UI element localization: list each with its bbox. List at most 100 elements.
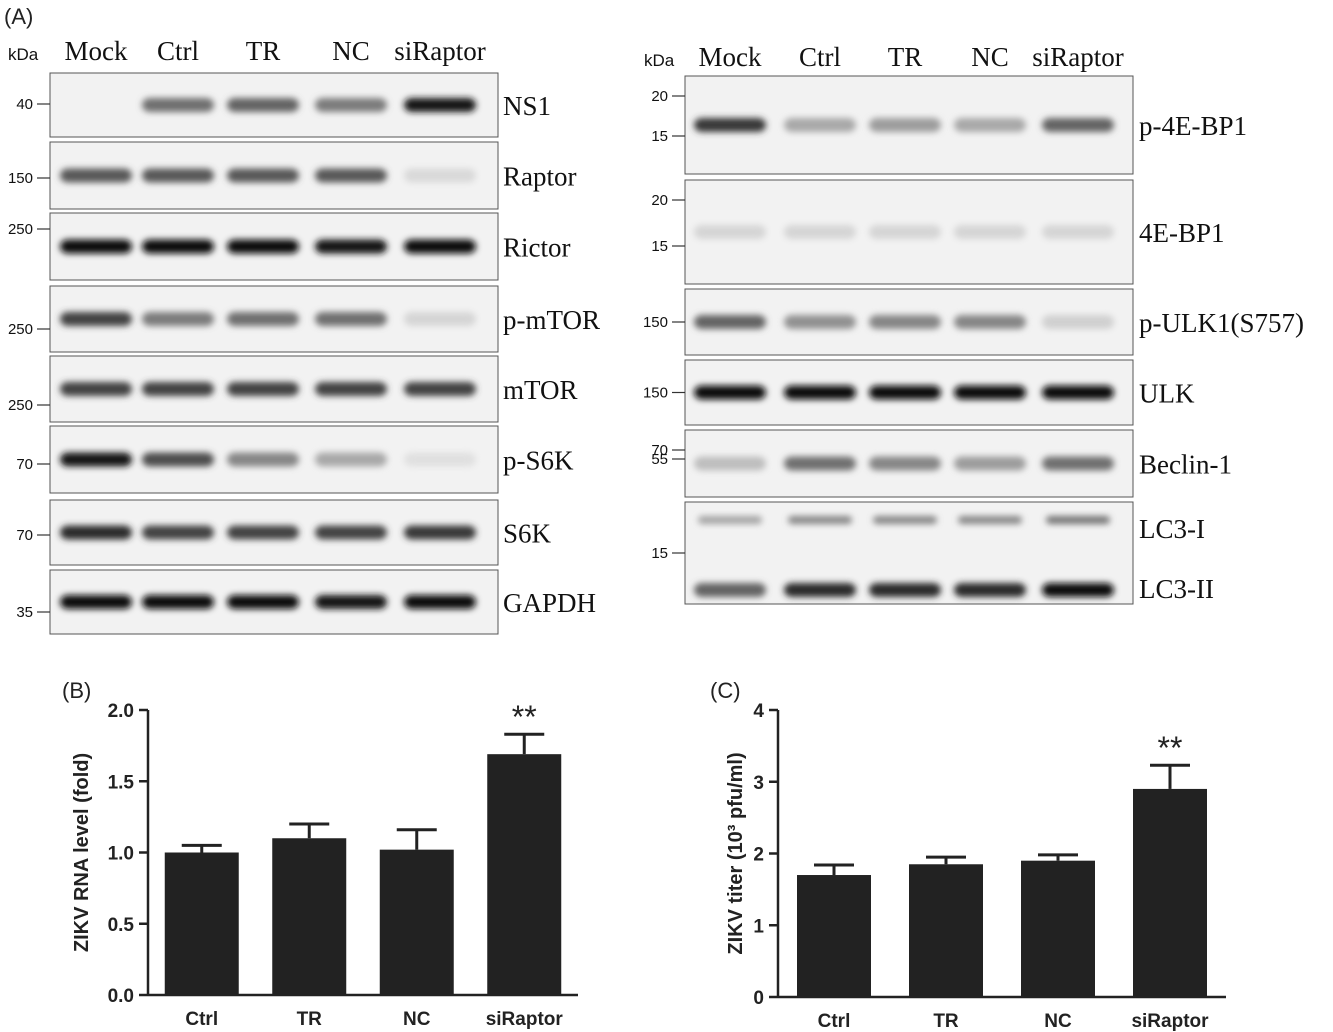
blot-label-s6k: S6K [503, 519, 552, 549]
blot-band [694, 225, 766, 239]
blot-band [1042, 583, 1114, 597]
lane-label-nc: NC [971, 42, 1009, 72]
significance-mark: ** [512, 699, 537, 735]
marker-label: 20 [651, 192, 668, 209]
y-tick-label: 1 [753, 916, 764, 937]
blot-band [315, 525, 387, 540]
blot-band [869, 225, 941, 239]
kda-label: kDa [644, 51, 675, 70]
blot-band [784, 456, 856, 471]
blot-label-rictor: Rictor [503, 233, 571, 263]
x-tick-label: Ctrl [185, 1009, 218, 1030]
blot-band [60, 239, 132, 254]
lane-label-ctrl: Ctrl [799, 42, 841, 72]
blot-band [954, 456, 1026, 471]
x-tick-label: NC [1044, 1011, 1072, 1032]
x-tick-label: siRaptor [1131, 1011, 1209, 1032]
blot-panel-right: kDa Mock Ctrl TR NC siRaptor p-4E-BP1 20 15 4E-BP… [643, 42, 1304, 605]
lane-label-ctrl: Ctrl [157, 36, 199, 66]
y-axis-label: ZIKV titer (10³ pfu/ml) [725, 752, 747, 954]
blot-band [694, 315, 766, 329]
marker-label: 15 [651, 238, 668, 255]
panel-label-b: (B) [62, 678, 91, 703]
blot-band [315, 239, 387, 254]
blot-label-ns1: NS1 [503, 91, 551, 121]
blot-band [1042, 456, 1114, 471]
significance-mark: ** [1158, 730, 1183, 766]
blot-panel-left: kDa Mock Ctrl TR NC siRaptor NS1 40 Raptor 150 Ric… [8, 36, 600, 635]
blot-band [227, 98, 299, 112]
blot-band [1046, 516, 1110, 524]
blot-band [227, 382, 299, 396]
blot-band [694, 118, 766, 132]
blot-band [60, 168, 132, 183]
blot-band [142, 452, 214, 467]
blot-band [227, 312, 299, 326]
blot-band [315, 168, 387, 183]
marker-label: 15 [651, 128, 668, 145]
marker-label: 150 [643, 385, 668, 402]
y-tick-label: 4 [753, 701, 764, 722]
marker-label: 35 [16, 604, 33, 621]
blot-band [954, 385, 1026, 400]
blot-band [694, 456, 766, 471]
blot-band [315, 452, 387, 467]
y-tick-label: 2 [753, 845, 764, 866]
blot-band [142, 525, 214, 540]
blot-band [869, 118, 941, 132]
kda-label: kDa [8, 45, 39, 64]
blot-band [954, 225, 1026, 239]
blot-band [315, 595, 387, 609]
blot-band [694, 385, 766, 400]
blot-label-beclin-1: Beclin-1 [1139, 450, 1232, 480]
blot-band [788, 516, 852, 524]
panel-label-c: (C) [710, 678, 741, 703]
blot-label-p-ulk1(s757): p-ULK1(S757) [1139, 308, 1304, 338]
chart-c: 0 1 2 3 4 Ctrl TR NC siRaptor ** ZIKV titer (10³ p… [725, 701, 1226, 1032]
blot-band [694, 583, 766, 597]
blot-label-gapdh: GAPDH [503, 588, 596, 618]
blot-label-mtor: mTOR [503, 375, 578, 405]
marker-label: 250 [8, 321, 33, 338]
blot-band [142, 98, 214, 112]
blot-band [1042, 315, 1114, 329]
blot-band [869, 456, 941, 471]
x-tick-label: TR [297, 1009, 323, 1030]
blot-band [142, 595, 214, 609]
blot-band [60, 452, 132, 467]
lane-label-siraptor: siRaptor [1032, 42, 1124, 72]
blot-band [954, 583, 1026, 597]
bar-ctrl [797, 875, 871, 997]
blot-band [784, 225, 856, 239]
blot-band [784, 315, 856, 329]
bar-tr [272, 838, 347, 995]
blot-band [404, 239, 476, 254]
marker-label: 40 [16, 96, 33, 113]
marker-label: 70 [16, 456, 33, 473]
bar-nc [379, 849, 454, 995]
bar-siraptor [1133, 788, 1207, 997]
y-tick-label: 1.0 [108, 844, 134, 865]
lane-label-siraptor: siRaptor [394, 36, 486, 66]
y-axis-label: ZIKV RNA level (fold) [71, 753, 93, 952]
marker-label: 15 [651, 545, 668, 562]
marker-label: 70 [16, 527, 33, 544]
blot-band [869, 583, 941, 597]
blot-band [227, 239, 299, 254]
blot-band [869, 315, 941, 329]
blot-band [315, 98, 387, 112]
blot-band [404, 452, 476, 467]
y-tick-label: 0.5 [108, 915, 135, 936]
chart-b: 0.0 0.5 1.0 1.5 2.0 Ctrl TR NC siRaptor ** ZIKV RN… [71, 699, 578, 1030]
blot-label-lc3-i: LC3-I [1139, 514, 1205, 544]
bar-ctrl [164, 852, 239, 995]
bar-tr [909, 864, 983, 997]
blot-band [404, 312, 476, 326]
blot-band [784, 118, 856, 132]
marker-label: 250 [8, 221, 33, 238]
blot-band [698, 516, 762, 524]
lane-label-mock: Mock [699, 42, 762, 72]
y-tick-label: 0 [753, 988, 764, 1009]
blot-label-lc3-ii: LC3-II [1139, 574, 1214, 604]
